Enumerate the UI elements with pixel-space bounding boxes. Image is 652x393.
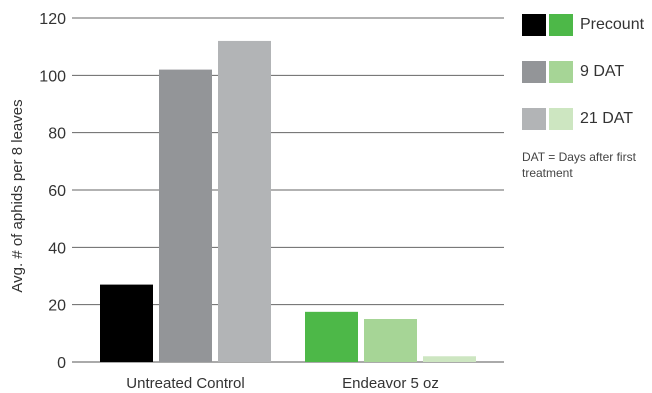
legend-swatch-9dat-endeavor: [549, 61, 573, 83]
y-tick-labels: 0 20 40 60 80 100 120: [39, 11, 66, 372]
legend-swatch-21dat-endeavor: [549, 108, 573, 130]
legend-label-9dat: 9 DAT: [580, 63, 625, 80]
bar-precount-0: [100, 284, 153, 362]
bar-21-dat-0: [218, 40, 271, 362]
bars: [100, 40, 476, 362]
legend-item-precount: Precount: [522, 14, 650, 36]
bar-21-dat-1: [423, 356, 476, 362]
category-labels: Untreated Control Endeavor 5 oz: [126, 375, 439, 392]
category-label: Untreated Control: [126, 375, 244, 392]
y-tick-label: 100: [39, 68, 66, 85]
y-tick-label: 60: [48, 183, 66, 200]
legend-label-21dat: 21 DAT: [580, 110, 634, 127]
y-tick-label: 40: [48, 240, 66, 257]
legend-note: DAT = Days after first treatment: [522, 150, 636, 180]
y-tick-label: 80: [48, 126, 66, 143]
legend-item-9dat: 9 DAT: [522, 61, 650, 83]
bar-9-dat-1: [364, 319, 417, 362]
legend-swatch-precount-endeavor: [549, 14, 573, 36]
legend: Precount 9 DAT 21 DAT DAT = Days after f…: [522, 14, 650, 181]
bar-9-dat-0: [159, 69, 212, 362]
legend-swatch-9dat-untreated: [522, 61, 546, 83]
y-tick-label: 0: [57, 355, 66, 372]
y-axis-label: Avg. # of aphids per 8 leaves: [9, 99, 26, 292]
legend-swatch-21dat-untreated: [522, 108, 546, 130]
legend-label-precount: Precount: [580, 16, 645, 33]
bar-precount-1: [305, 311, 358, 362]
legend-item-21dat: 21 DAT: [522, 108, 650, 130]
y-tick-label: 120: [39, 11, 66, 28]
y-tick-label: 20: [48, 298, 66, 315]
category-label: Endeavor 5 oz: [342, 375, 439, 392]
legend-swatch-precount-untreated: [522, 14, 546, 36]
